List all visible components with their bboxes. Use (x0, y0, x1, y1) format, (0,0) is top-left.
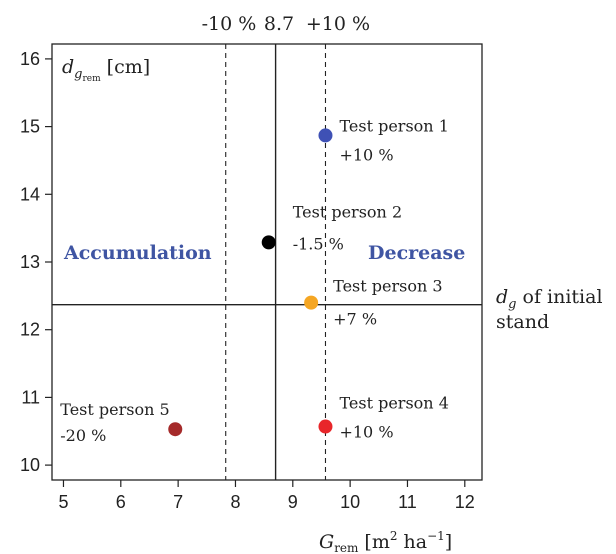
data-point-1 (318, 128, 333, 143)
region-label-right: Decrease (368, 242, 465, 264)
top-label-plus10: +10 % (306, 13, 370, 35)
region-label-left: Accumulation (63, 242, 212, 264)
initial-stand-label: dg of initial (496, 286, 603, 312)
point-label-2: Test person 2 (293, 202, 402, 221)
y-tick-label: 11 (21, 387, 40, 407)
point-annotations: Test person 1 +10 % Test person 2 -1.5 % Tes… (60, 116, 449, 445)
point-change-2: -1.5 % (293, 234, 344, 253)
x-axis-label: Grem [m2 ha−1] (319, 529, 452, 554)
x-tick-label: 12 (455, 492, 475, 512)
y-tick-label: 13 (20, 252, 40, 272)
data-point-5 (168, 422, 183, 437)
x-axis: 5 6 7 8 9 10 11 12 (58, 480, 475, 512)
x-tick-label: 8 (230, 492, 240, 512)
point-label-4: Test person 4 (339, 394, 448, 413)
x-tick-label: 7 (173, 492, 183, 512)
point-change-3: +7 % (333, 310, 377, 329)
data-point-4 (318, 419, 333, 434)
y-axis-label: dgrem[cm] (62, 56, 150, 84)
reference-lines (52, 44, 482, 480)
x-tick-label: 6 (116, 492, 126, 512)
y-tick-label: 15 (20, 117, 40, 137)
top-label-minus10: -10 % (202, 13, 257, 35)
x-tick-label: 11 (398, 492, 417, 512)
top-label-center: 8.7 (264, 13, 294, 35)
x-tick-label: 5 (58, 492, 68, 512)
point-label-1: Test person 1 (339, 116, 448, 135)
y-tick-label: 14 (20, 184, 40, 204)
data-point-3 (304, 295, 319, 310)
point-change-5: -20 % (60, 426, 106, 445)
y-tick-label: 10 (20, 455, 40, 475)
x-tick-label: 9 (288, 492, 298, 512)
x-tick-label: 10 (340, 492, 360, 512)
point-label-5: Test person 5 (60, 400, 169, 419)
data-point-2 (261, 235, 276, 250)
data-points (168, 128, 333, 437)
point-label-3: Test person 3 (333, 277, 442, 296)
point-change-4: +10 % (339, 423, 393, 442)
y-tick-label: 16 (20, 49, 40, 69)
initial-stand-label-line2: stand (496, 311, 549, 333)
y-axis: 10 11 12 13 14 15 16 (20, 49, 52, 475)
point-change-1: +10 % (339, 145, 393, 164)
y-tick-label: 12 (20, 320, 40, 340)
